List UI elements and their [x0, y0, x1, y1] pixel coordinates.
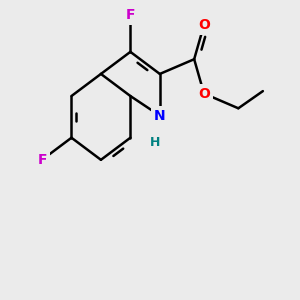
Text: N: N	[154, 109, 166, 123]
Text: O: O	[198, 87, 210, 100]
Text: F: F	[126, 8, 135, 22]
Text: H: H	[150, 136, 160, 149]
Text: O: O	[198, 18, 210, 32]
Text: F: F	[37, 153, 47, 167]
